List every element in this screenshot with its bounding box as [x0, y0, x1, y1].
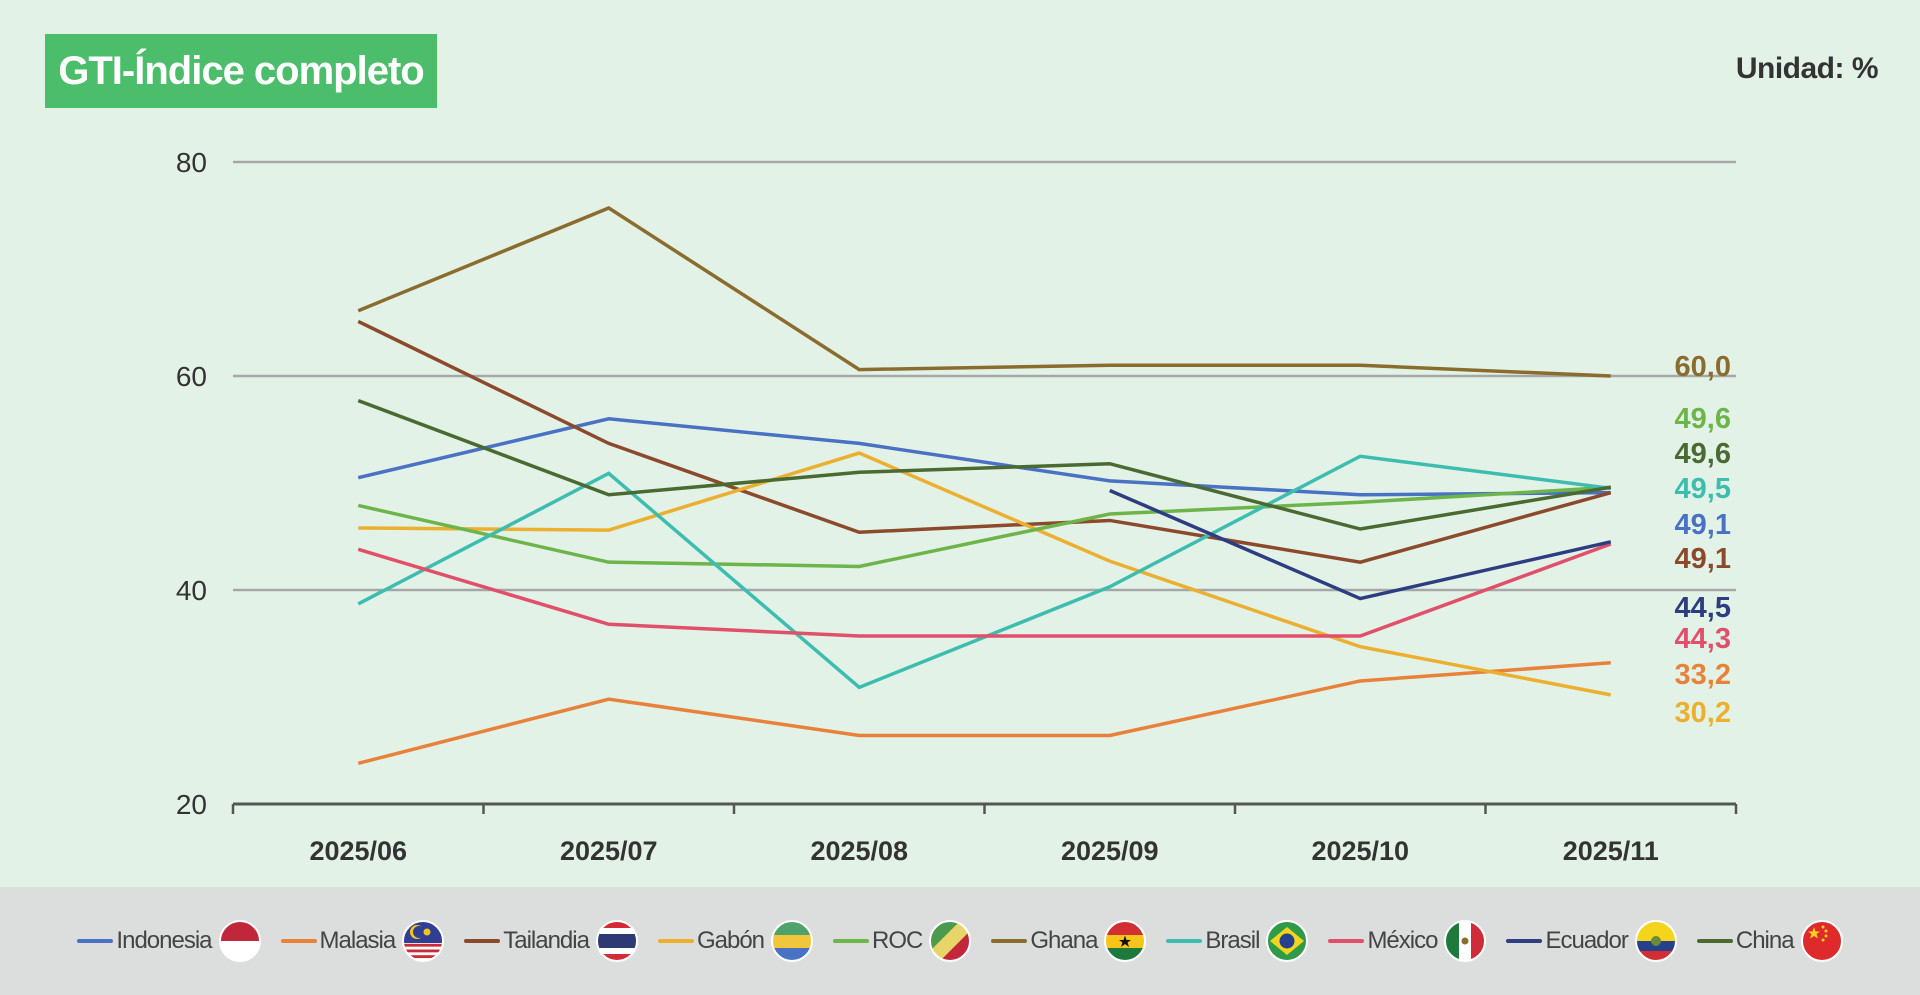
y-tick-label: 20	[176, 789, 207, 820]
series-line-roc	[357, 485, 1611, 569]
legend-item-roc: ROC	[833, 920, 972, 962]
series-line-indonesia	[357, 417, 1611, 497]
legend-swatch	[657, 939, 694, 943]
end-value-label-malasia: 33,2	[1675, 659, 1731, 691]
legend-label: Ghana	[1030, 927, 1098, 954]
indonesia-flag-icon	[218, 920, 261, 962]
malasia-flag-icon	[402, 920, 445, 962]
legend-label: Indonesia	[116, 927, 212, 954]
legend-label: Brasil	[1205, 927, 1260, 954]
end-value-label-brasil: 49,5	[1675, 473, 1731, 505]
end-value-label-roc: 49,6	[1675, 403, 1731, 435]
ghana-flag-icon	[1104, 920, 1147, 962]
legend-label: Ecuador	[1545, 927, 1628, 954]
x-tick-label: 2025/09	[1061, 836, 1159, 866]
legend-item-tailandia: Tailandia	[464, 920, 638, 962]
ecuador-flag-icon	[1634, 920, 1677, 962]
x-tick-label: 2025/06	[309, 836, 407, 866]
legend: Indonesia Malasia Tailandia Gabón ROC Ghana Br…	[0, 887, 1920, 995]
series-line-gabon	[358, 451, 1612, 697]
legend-item-brasil: Brasil	[1166, 920, 1309, 962]
end-value-label-tailandia: 49,1	[1675, 543, 1731, 575]
series-line-china	[357, 398, 1612, 531]
legend-item-ghana: Ghana	[991, 920, 1147, 962]
x-tick-label: 2025/07	[560, 836, 658, 866]
legend-item-ecuador: Ecuador	[1506, 920, 1677, 962]
legend-swatch	[1696, 939, 1733, 943]
line-chart: 20 40 60 80 2025/06 2025/07 2025/08 2025/09 2025…	[176, 147, 1738, 866]
legend-swatch	[1328, 939, 1365, 943]
x-tick-label: 2025/08	[810, 836, 908, 866]
end-value-label-indonesia: 49,1	[1675, 509, 1731, 541]
end-value-label-china: 49,6	[1675, 438, 1731, 470]
legend-swatch	[991, 939, 1028, 943]
end-value-label-mexico: 44,3	[1675, 623, 1731, 655]
tailandia-flag-icon	[595, 920, 638, 962]
y-tick-label: 60	[176, 361, 207, 392]
legend-label: México	[1367, 927, 1438, 954]
legend-label: ROC	[872, 927, 923, 954]
chart-title: GTI-Índice completo	[45, 34, 437, 108]
legend-item-china: China	[1696, 920, 1843, 962]
unit-label: Unidad: %	[1735, 52, 1879, 85]
legend-item-mexico: México	[1328, 920, 1487, 962]
brasil-flag-icon	[1266, 920, 1309, 962]
legend-label: China	[1735, 927, 1795, 954]
y-tick-label: 40	[176, 575, 207, 606]
legend-label: Tailandia	[503, 927, 590, 954]
legend-item-gabon: Gabón	[657, 920, 814, 962]
legend-label: Malasia	[319, 927, 397, 954]
series-line-malasia	[357, 661, 1611, 766]
legend-swatch	[280, 939, 317, 943]
legend-item-malasia: Malasia	[280, 920, 445, 962]
mexico-flag-icon	[1444, 920, 1487, 962]
legend-swatch	[77, 939, 114, 943]
series-line-tailandia	[357, 319, 1612, 564]
x-tick-label: 2025/10	[1311, 836, 1409, 866]
end-value-label-ecuador: 44,5	[1675, 592, 1731, 624]
legend-swatch	[1166, 939, 1203, 943]
china-flag-icon	[1800, 920, 1843, 962]
series-line-ecuador	[1109, 488, 1612, 601]
legend-label: Gabón	[696, 927, 765, 954]
roc-flag-icon	[929, 920, 972, 962]
gabon-flag-icon	[771, 920, 814, 962]
legend-swatch	[1506, 939, 1543, 943]
y-tick-label: 80	[176, 147, 207, 178]
legend-swatch	[833, 939, 870, 943]
x-tick-label: 2025/11	[1563, 836, 1659, 866]
series-line-brasil	[357, 454, 1611, 690]
end-value-label-gabon: 30,2	[1675, 697, 1731, 729]
legend-swatch	[464, 939, 501, 943]
series-line-ghana	[357, 206, 1611, 378]
series-line-mexico	[357, 542, 1612, 638]
end-value-label-ghana: 60,0	[1675, 351, 1731, 383]
legend-item-indonesia: Indonesia	[77, 920, 261, 962]
